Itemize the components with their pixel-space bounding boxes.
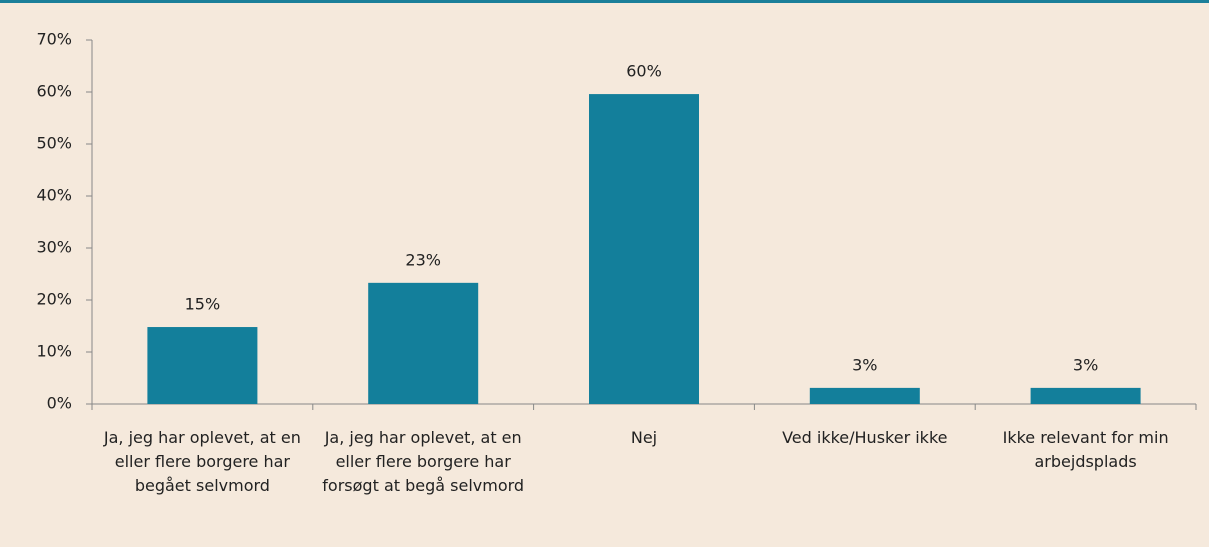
bar xyxy=(147,327,258,404)
value-label: 15% xyxy=(185,295,221,314)
x-tick-label: Ved ikke/Husker ikke xyxy=(782,428,948,447)
bar xyxy=(589,94,699,404)
y-tick-label: 10% xyxy=(36,342,72,361)
value-label: 60% xyxy=(626,62,662,81)
x-tick-label: Nej xyxy=(630,428,658,447)
bar xyxy=(1030,387,1141,404)
x-tick-label: Ja, jeg har oplevet, at en eller flere b… xyxy=(103,428,301,495)
value-label: 3% xyxy=(1073,355,1098,374)
x-tick-label: Ikke relevant for min arbejdsplads xyxy=(1002,428,1169,471)
value-label: 3% xyxy=(852,355,877,374)
value-label: 23% xyxy=(405,250,441,269)
x-tick-label: Ja, jeg har oplevet, at en eller flere b… xyxy=(322,428,525,495)
top-rule xyxy=(0,0,1209,3)
y-tick-label: 0% xyxy=(47,394,72,413)
bar xyxy=(809,387,920,404)
y-tick-label: 60% xyxy=(36,82,72,101)
y-tick-label: 30% xyxy=(36,238,72,257)
y-tick-label: 50% xyxy=(36,134,72,153)
y-tick-label: 20% xyxy=(36,290,72,309)
y-tick-label: 70% xyxy=(36,30,72,49)
y-tick-label: 40% xyxy=(36,186,72,205)
bar xyxy=(368,282,479,404)
